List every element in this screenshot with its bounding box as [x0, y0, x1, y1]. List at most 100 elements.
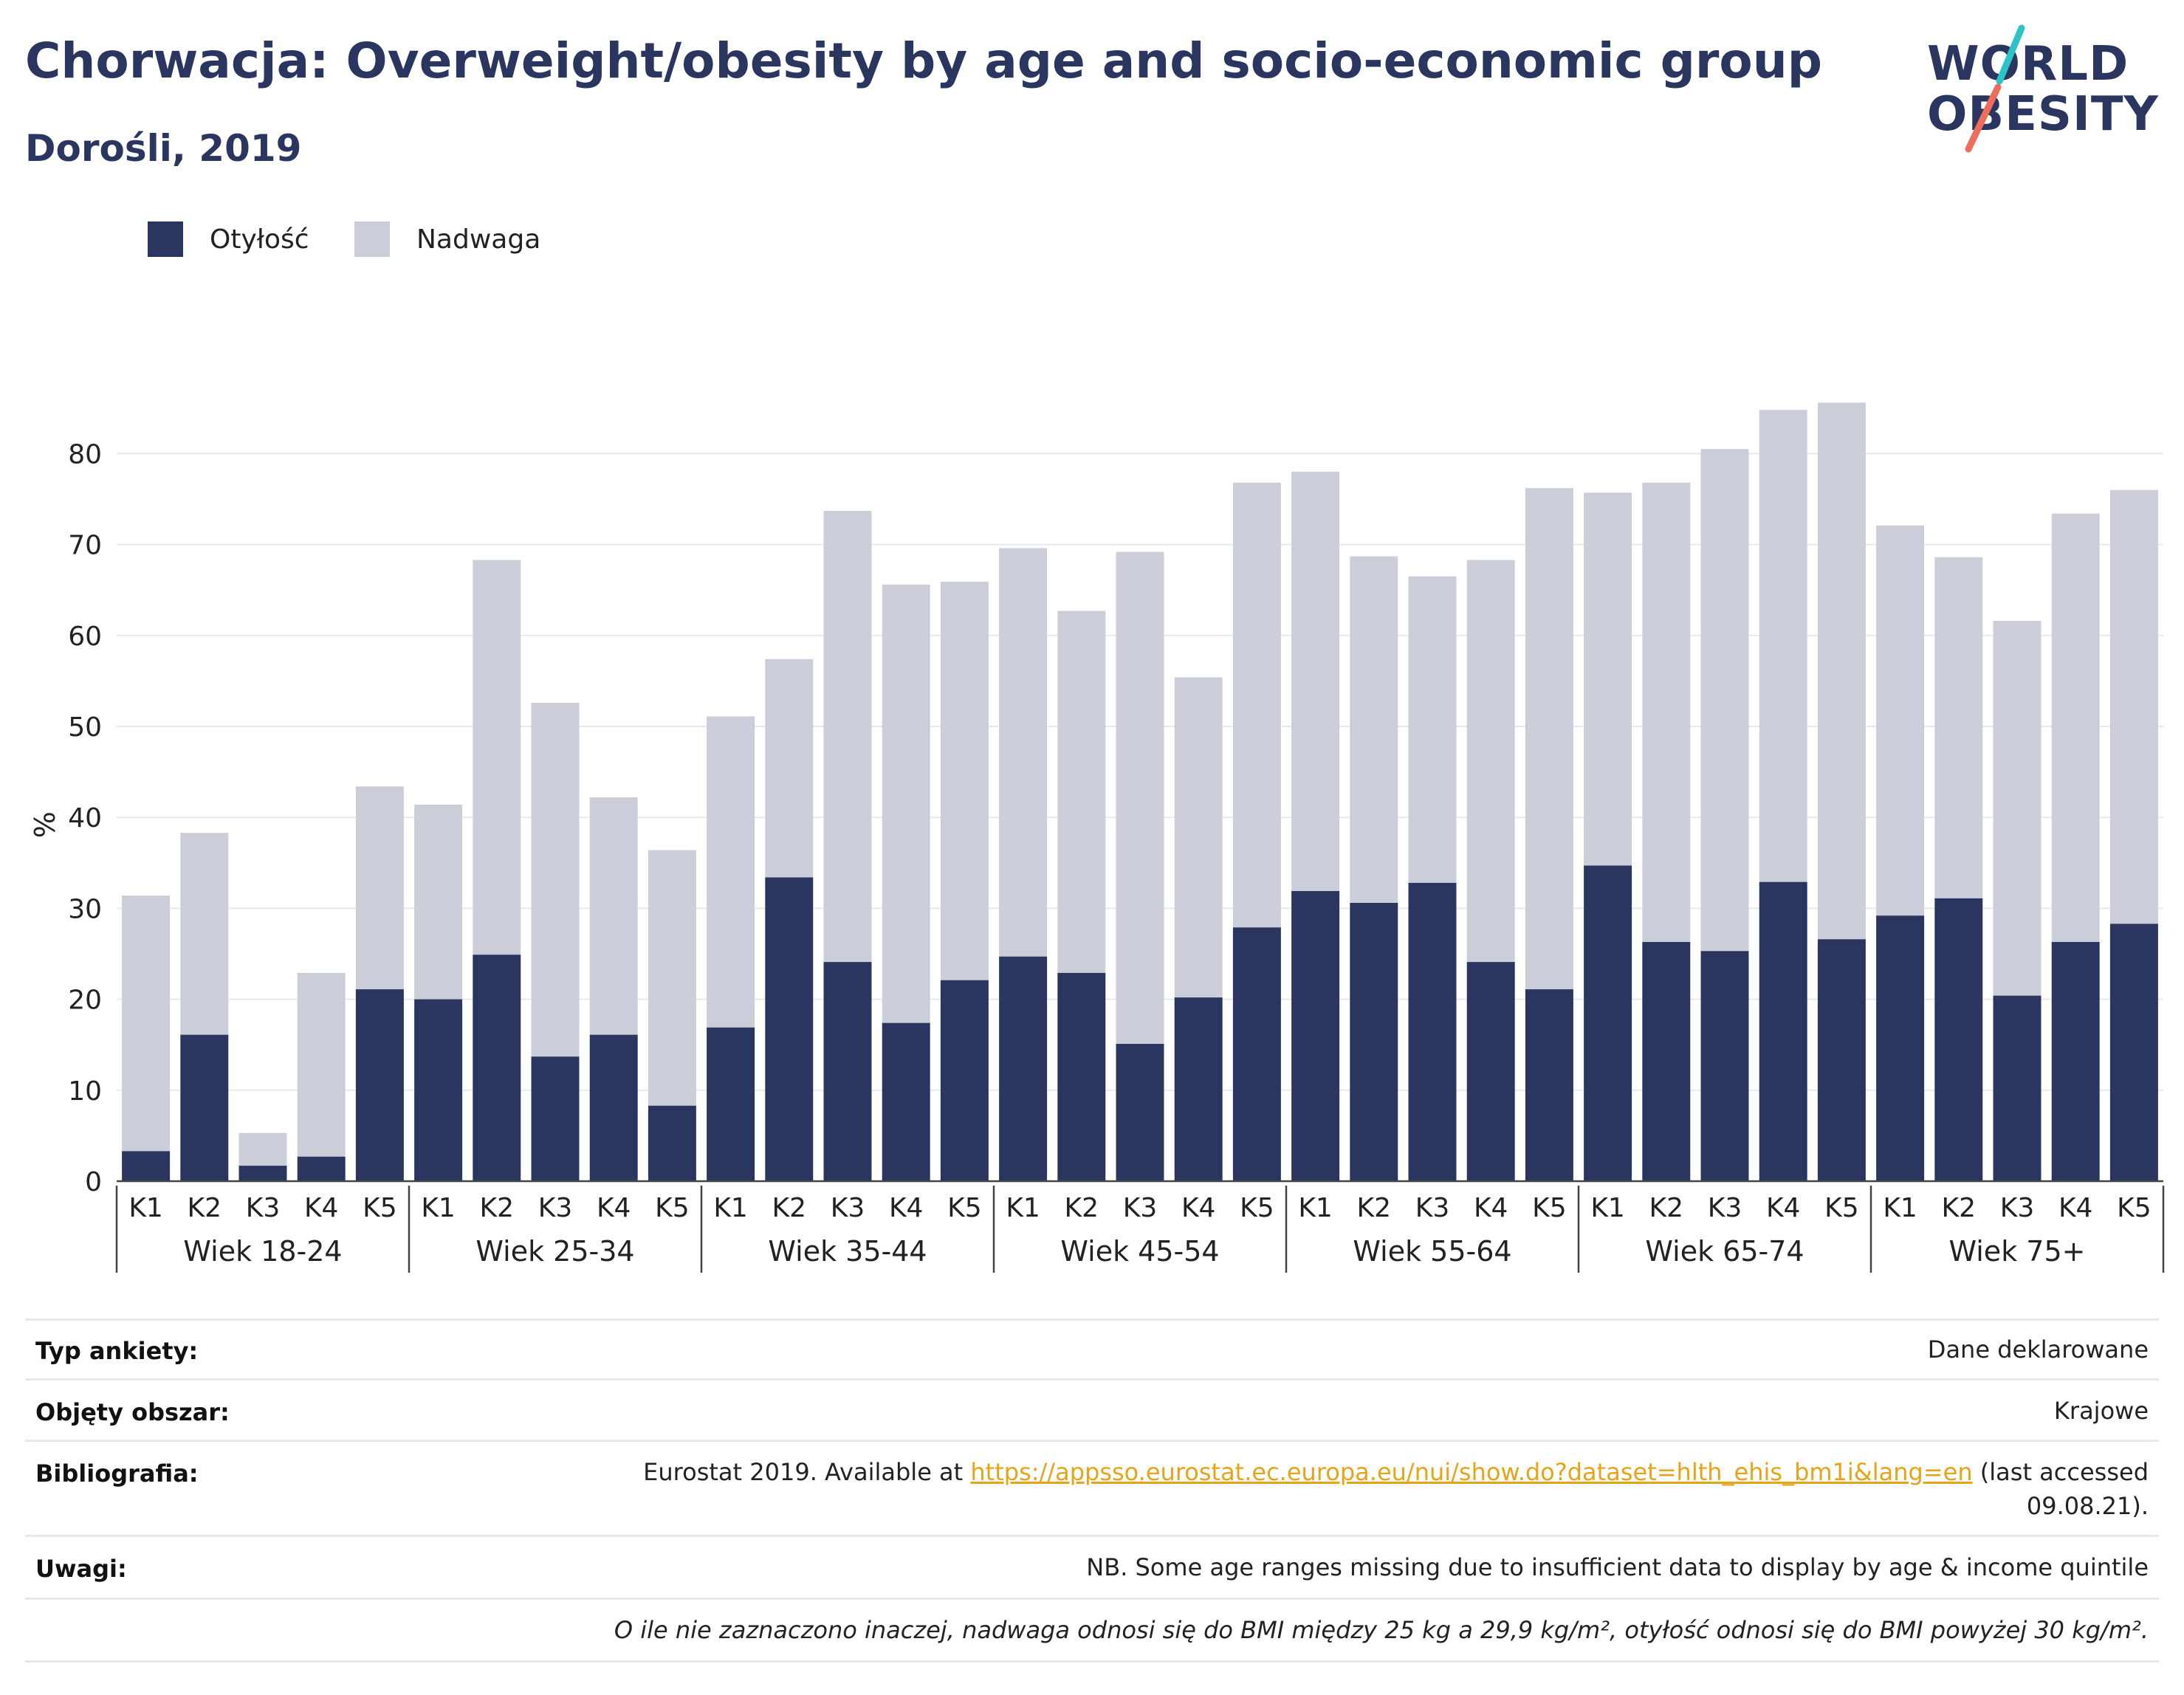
legend-swatch-obesity: [148, 221, 183, 257]
x-tick-label: K3: [1123, 1193, 1158, 1223]
bar-obesity: [414, 999, 463, 1181]
bar-obesity: [765, 877, 814, 1181]
x-tick-label: K1: [1006, 1193, 1040, 1223]
bar-overweight: [823, 511, 872, 963]
x-tick-label: K5: [947, 1193, 982, 1223]
x-tick-label: K3: [246, 1193, 281, 1223]
x-tick-label: K5: [1532, 1193, 1567, 1223]
bar-overweight: [1876, 525, 1925, 916]
x-tick-label: K2: [480, 1193, 515, 1223]
x-tick-label: K5: [1824, 1193, 1859, 1223]
x-tick-label: K4: [2058, 1193, 2093, 1223]
x-tick-label: K1: [421, 1193, 456, 1223]
y-tick-label: 30: [68, 894, 102, 924]
info-table: Typ ankiety: Dane deklarowane Objęty obs…: [25, 1318, 2159, 1663]
x-tick-label: K4: [304, 1193, 339, 1223]
bar-obesity: [1934, 898, 1983, 1181]
bibliography-line2: 09.08.21).: [2026, 1492, 2149, 1520]
bar-obesity: [531, 1056, 580, 1181]
group-label: Wiek 35-44: [768, 1235, 927, 1268]
group-label: Wiek 18-24: [183, 1235, 342, 1268]
bar-obesity: [1350, 903, 1398, 1181]
bar-obesity: [1525, 989, 1573, 1181]
bar-obesity: [589, 1034, 638, 1181]
bar-overweight: [1174, 677, 1223, 998]
bar-overweight: [414, 804, 463, 1000]
bar-overweight: [1642, 482, 1691, 942]
x-tick-label: K3: [1708, 1193, 1742, 1223]
bar-obesity: [473, 955, 521, 1181]
info-value: NB. Some age ranges missing due to insuf…: [1086, 1553, 2149, 1581]
bar-obesity: [180, 1034, 229, 1181]
bar-overweight: [1350, 556, 1398, 904]
bar-obesity: [707, 1027, 755, 1181]
bibliography-suffix: (last accessed: [1972, 1458, 2149, 1486]
y-tick-label: 60: [68, 622, 102, 652]
y-tick-label: 50: [68, 712, 102, 743]
bar-obesity: [1876, 915, 1925, 1181]
y-tick-label: 80: [68, 439, 102, 470]
group-label: Wiek 75+: [1949, 1235, 2086, 1268]
bar-overweight: [765, 659, 814, 878]
bar-overweight: [1232, 482, 1281, 928]
y-tick-label: 70: [68, 531, 102, 561]
x-tick-label: K1: [128, 1193, 163, 1223]
bar-overweight: [238, 1132, 287, 1166]
bar-obesity: [1466, 962, 1515, 1181]
group-label: Wiek 65-74: [1645, 1235, 1804, 1268]
y-tick-label: 20: [68, 986, 102, 1016]
bar-obesity: [2051, 941, 2100, 1181]
bar-obesity: [1584, 865, 1632, 1181]
bar-overweight: [2051, 513, 2100, 942]
info-row-survey-type: Typ ankiety: Dane deklarowane: [25, 1318, 2159, 1378]
bar-obesity: [1116, 1043, 1164, 1181]
bar-obesity: [1174, 997, 1223, 1181]
bar-overweight: [2109, 489, 2158, 924]
bibliography-link[interactable]: https://appsso.eurostat.ec.europa.eu/nui…: [970, 1458, 1973, 1486]
bar-obesity: [1057, 972, 1106, 1181]
bar-overweight: [1993, 621, 2042, 996]
bar-obesity: [1291, 890, 1340, 1181]
bar-obesity: [940, 980, 989, 1181]
bar-obesity: [1642, 941, 1691, 1181]
x-tick-label: K2: [1065, 1193, 1099, 1223]
bar-overweight: [589, 797, 638, 1035]
info-value: Dane deklarowane: [1927, 1335, 2149, 1364]
x-tick-label: K3: [538, 1193, 573, 1223]
bar-obesity: [238, 1166, 287, 1181]
bar-overweight: [355, 786, 404, 990]
x-tick-label: K3: [1415, 1193, 1450, 1223]
bar-overweight: [473, 560, 521, 955]
x-tick-label: K1: [713, 1193, 748, 1223]
info-key: Typ ankiety:: [35, 1337, 199, 1365]
info-row-notes: Uwagi: NB. Some age ranges missing due t…: [25, 1535, 2159, 1598]
bar-overweight: [531, 702, 580, 1057]
legend-label-obesity: Otyłość: [210, 224, 309, 255]
bar-obesity: [2109, 924, 2158, 1181]
bar-obesity: [1759, 881, 1807, 1181]
y-axis-label: %: [29, 811, 61, 838]
x-tick-label: K5: [2117, 1193, 2152, 1223]
bibliography-prefix: Eurostat 2019. Available at: [643, 1458, 971, 1486]
bar-obesity: [1232, 927, 1281, 1181]
bar-overweight: [1057, 611, 1106, 973]
bar-overweight: [1817, 402, 1866, 940]
bar-overweight: [999, 548, 1048, 957]
bar-overweight: [707, 716, 755, 1028]
y-tick-label: 40: [68, 803, 102, 833]
x-tick-label: K4: [1474, 1193, 1508, 1223]
bar-overweight: [1584, 492, 1632, 866]
bar-overweight: [1408, 576, 1457, 883]
bar-overweight: [1291, 472, 1340, 891]
footnote: O ile nie zaznaczono inaczej, nadwaga od…: [614, 1616, 2149, 1644]
info-value: Eurostat 2019. Available at https://apps…: [643, 1455, 2149, 1523]
bar-obesity: [1993, 995, 2042, 1181]
bar-obesity: [999, 956, 1048, 1181]
bar-obesity: [823, 962, 872, 1181]
bar-overweight: [648, 850, 696, 1106]
x-tick-label: K5: [1240, 1193, 1274, 1223]
logo-line-2: OBESITY: [1927, 87, 2159, 142]
page-subtitle: Dorośli, 2019: [25, 127, 302, 170]
bar-obesity: [1700, 951, 1749, 1181]
legend-label-overweight: Nadwaga: [416, 224, 541, 255]
